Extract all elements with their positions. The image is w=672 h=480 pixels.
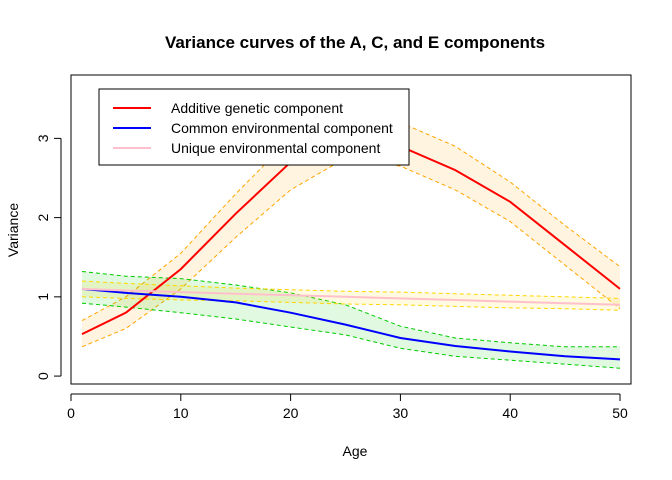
x-tick-label: 10 — [173, 405, 189, 421]
y-tick-label: 2 — [35, 214, 51, 222]
axes: 0 10 20 30 40 50 0 1 2 3 — [35, 134, 628, 421]
x-tick-label: 0 — [67, 405, 75, 421]
common-environmental-component-legend-label: Common environmental component — [171, 120, 393, 136]
plot-frame — [70, 74, 632, 385]
common-environmental-component-lower-bound — [81, 302, 621, 369]
additive-genetic-component-band-fill — [82, 118, 620, 347]
unique-environmental-component-band-fill — [82, 281, 620, 311]
x-tick-label: 50 — [612, 405, 628, 421]
x-axis-label: Age — [343, 443, 368, 459]
common-environmental-component-band-fill — [82, 271, 620, 369]
y-axis-label: Variance — [5, 203, 21, 257]
y-tick-label: 1 — [35, 293, 51, 301]
series-lines — [81, 137, 621, 361]
unique-environmental-component-legend-label: Unique environmental component — [171, 140, 380, 156]
additive-genetic-component-legend-label: Additive genetic component — [171, 100, 343, 116]
chart-title: Variance curves of the A, C, and E compo… — [165, 33, 545, 52]
x-tick-label: 30 — [393, 405, 409, 421]
y-tick-label: 0 — [35, 372, 51, 380]
unique-environmental-component-lower-bound — [81, 296, 621, 311]
common-environmental-component-line — [81, 287, 621, 361]
legend: Additive genetic component Common environ… — [98, 88, 410, 166]
y-tick-label: 3 — [35, 134, 51, 142]
confidence-bands — [81, 118, 621, 369]
common-environmental-component-upper-bound — [81, 271, 620, 348]
x-tick-label: 20 — [283, 405, 299, 421]
additive-genetic-component-lower-bound — [81, 157, 621, 348]
x-tick-label: 40 — [502, 405, 518, 421]
unique-environmental-component-upper-bound — [81, 280, 621, 299]
unique-environmental-component-line — [81, 287, 621, 306]
